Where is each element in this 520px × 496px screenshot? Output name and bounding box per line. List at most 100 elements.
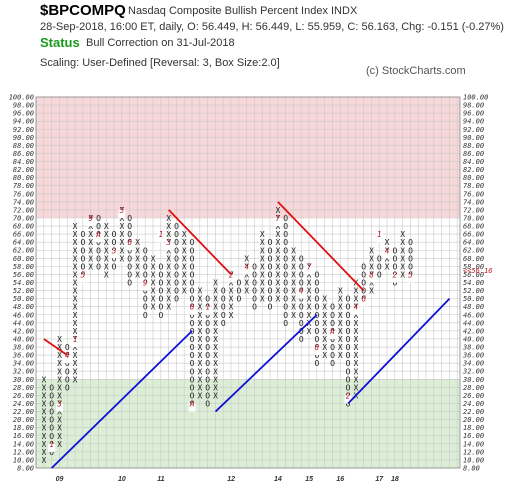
x-box: X (275, 246, 280, 255)
o-box: O (314, 319, 319, 328)
x-box: X (260, 279, 265, 288)
x-box: X (229, 303, 234, 312)
month-marker: 3 (111, 246, 117, 255)
x-box: X (353, 311, 358, 320)
overbought-zone (36, 97, 460, 218)
o-box: O (221, 287, 226, 296)
o-box: O (283, 295, 288, 304)
y-tick-label: 70.00 (13, 214, 34, 222)
x-box: X (353, 287, 358, 296)
y-tick-label: 10.00 (13, 456, 34, 464)
month-marker-bg (48, 443, 56, 452)
o-box: O (346, 311, 351, 320)
resistance-line (277, 201, 365, 292)
x-box: X (338, 311, 343, 320)
x-box: X (41, 456, 46, 465)
status-text: Bull Correction on 31-Jul-2018 (86, 37, 235, 49)
x-box: X (338, 335, 343, 344)
x-box: X (275, 279, 280, 288)
x-box: X (338, 295, 343, 304)
x-box: X (213, 327, 218, 336)
x-box: X (291, 246, 296, 255)
y-tick-label: 62.00 (463, 247, 484, 255)
x-year-label: 10 (118, 476, 126, 483)
x-box: X (182, 262, 187, 271)
o-box: O (346, 383, 351, 392)
o-box: O (299, 295, 304, 304)
pnf-columns: XXXXXXXXXXXOOOOOOOOOXXXXXXXXXXXXXXOOOOOO… (41, 206, 413, 465)
x-box: X (353, 375, 358, 384)
x-box: X (104, 270, 109, 279)
o-box: O (112, 254, 117, 263)
o-box: O (361, 270, 366, 279)
x-box: X (369, 287, 374, 296)
o-box: O (174, 238, 179, 247)
y-tick-label: 94.00 (463, 118, 484, 126)
x-box: X (229, 279, 234, 288)
y-tick-label: 18.00 (13, 424, 34, 432)
x-box: X (166, 222, 171, 231)
o-box: O (330, 343, 335, 352)
o-box: O (174, 246, 179, 255)
support-line (51, 330, 193, 469)
o-box: O (408, 254, 413, 263)
o-box: O (236, 295, 241, 304)
y-tick-label: 76.00 (463, 190, 484, 198)
y-tick-label: 86.00 (463, 150, 484, 158)
current-value: <<56.16 (463, 267, 493, 275)
x-box: X (197, 375, 202, 384)
x-box: X (73, 303, 78, 312)
x-box: X (275, 206, 280, 215)
copyright: (c) StockCharts.com (366, 65, 466, 77)
y-tick-label: 72.00 (463, 206, 484, 214)
x-box: X (197, 287, 202, 296)
x-box: X (307, 270, 312, 279)
month-marker-bg (126, 242, 134, 251)
x-box: X (41, 432, 46, 441)
month-marker: 5 (120, 206, 125, 215)
y-tick-label: 38.00 (12, 344, 34, 352)
month-marker: 1 (49, 440, 54, 449)
o-box: O (112, 230, 117, 239)
x-box: X (73, 359, 78, 368)
o-box: O (143, 270, 148, 279)
y-tick-label: 86.00 (13, 150, 34, 158)
o-box: O (80, 238, 85, 247)
month-marker-bg (79, 274, 87, 283)
x-box: X (322, 335, 327, 344)
y-tick-label: 36.00 (462, 352, 484, 360)
y-tick-label: 74.00 (463, 198, 484, 206)
x-box: X (275, 270, 280, 279)
y-tick-label: 32.00 (12, 368, 34, 376)
x-box: X (166, 279, 171, 288)
o-box: O (314, 327, 319, 336)
x-box: X (166, 230, 171, 239)
y-tick-label: 12.00 (463, 448, 484, 456)
y-tick-label: 40.00 (13, 335, 34, 343)
o-box: O (174, 262, 179, 271)
x-box: X (119, 230, 124, 239)
o-box: O (236, 279, 241, 288)
x-box: X (322, 311, 327, 320)
x-box: X (197, 319, 202, 328)
x-box: X (213, 375, 218, 384)
month-marker: 3 (56, 400, 62, 409)
x-box: X (182, 254, 187, 263)
x-box: X (104, 254, 109, 263)
y-tick-label: 58.00 (463, 263, 484, 271)
x-year-label: 17 (375, 476, 384, 483)
y-tick-label: 76.00 (13, 190, 34, 198)
o-box: O (174, 230, 179, 239)
x-box: X (213, 303, 218, 312)
y-tick-label: 62.00 (13, 247, 34, 255)
y-tick-label: 26.00 (13, 392, 34, 400)
x-box: X (322, 303, 327, 312)
x-box: X (41, 400, 46, 409)
x-box: X (307, 295, 312, 304)
o-box: O (190, 295, 195, 304)
x-box: X (104, 238, 109, 247)
